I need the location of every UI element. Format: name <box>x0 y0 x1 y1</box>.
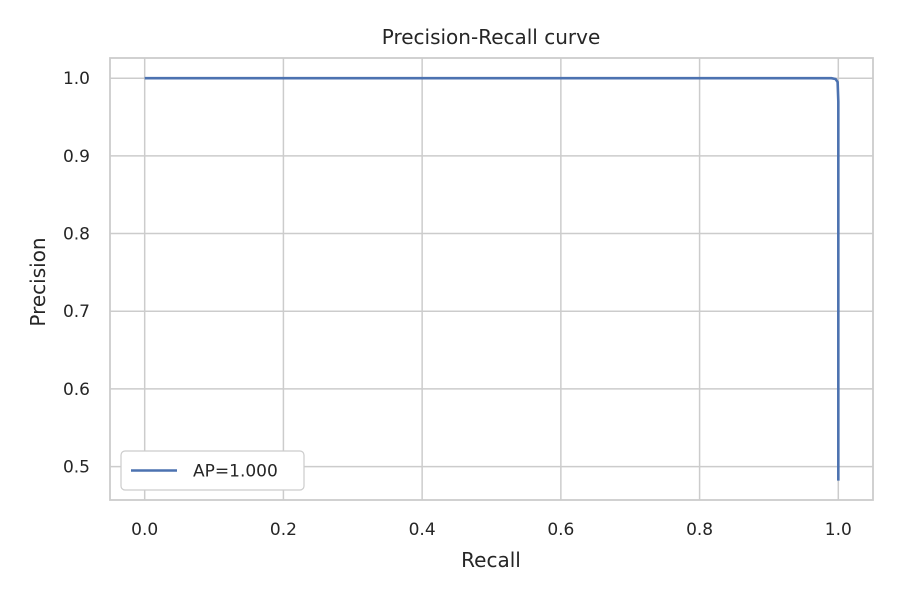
x-tick-label: 0.0 <box>131 520 158 540</box>
y-tick-label: 0.9 <box>63 147 90 167</box>
y-axis-label: Precision <box>26 237 50 326</box>
series-layer <box>144 76 840 481</box>
x-tick-label: 0.6 <box>547 520 574 540</box>
x-tick-label: 0.8 <box>686 520 713 540</box>
legend-label: AP=1.000 <box>193 462 278 482</box>
tick-labels: 0.0 0.2 0.4 0.6 0.8 1.0 0.5 0.6 0.7 0.8 0.9 1.0 <box>63 69 852 540</box>
plot-area <box>109 57 874 501</box>
series-line <box>144 76 840 481</box>
y-tick-label: 0.8 <box>63 225 90 245</box>
x-tick-label: 0.4 <box>409 520 436 540</box>
x-tick-label: 1.0 <box>825 520 852 540</box>
grid-lines <box>110 58 873 500</box>
legend-box <box>120 450 305 491</box>
y-tick-label: 0.5 <box>63 458 90 478</box>
x-tick-label: 0.2 <box>270 520 297 540</box>
chart-title: Precision-Recall curve <box>382 25 601 49</box>
legend: AP=1.000 <box>120 450 305 491</box>
x-axis-label: Recall <box>461 548 521 572</box>
y-tick-label: 0.7 <box>63 302 90 322</box>
y-tick-label: 0.6 <box>63 380 90 400</box>
y-tick-label: 1.0 <box>63 69 90 89</box>
